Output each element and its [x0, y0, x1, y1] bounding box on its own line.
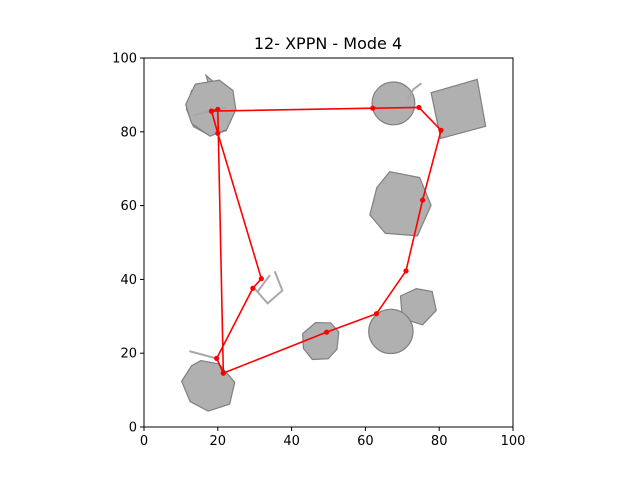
- path-layer: [208, 104, 444, 376]
- y-tick-label: 60: [120, 199, 137, 214]
- obstacle-segment: [189, 350, 219, 360]
- x-tick-label: 40: [283, 434, 300, 449]
- x-tick-label: 80: [431, 434, 448, 449]
- path-point: [250, 285, 256, 291]
- obstacles-layer: [180, 73, 487, 412]
- plot-area: [180, 73, 487, 412]
- obstacle-segment: [253, 271, 284, 305]
- obstacle-polygon: [185, 79, 237, 137]
- axes-frame: [143, 57, 514, 428]
- path-point: [220, 370, 226, 376]
- obstacle-polygon: [369, 170, 432, 237]
- path-line: [210, 106, 442, 374]
- x-tick-label: 60: [357, 434, 374, 449]
- y-axis: 0 20 40 60 80 100: [112, 52, 144, 436]
- path-point: [215, 106, 221, 112]
- y-tick-label: 40: [120, 273, 137, 288]
- path-point: [208, 108, 215, 114]
- path-point: [324, 329, 330, 335]
- y-tick-label: 80: [120, 125, 137, 140]
- obstacle-circle: [371, 81, 416, 126]
- obstacle-segment: [257, 274, 271, 292]
- y-tick-label: 20: [120, 347, 137, 362]
- path-point: [215, 130, 221, 136]
- path-point: [416, 104, 422, 111]
- y-tick-label: 0: [129, 421, 137, 436]
- path-point: [419, 197, 426, 203]
- path-point: [258, 276, 264, 282]
- obstacle-polygon: [180, 359, 236, 412]
- x-tick-label: 100: [501, 434, 526, 449]
- x-tick-label: 20: [210, 434, 227, 449]
- path-point: [214, 355, 220, 361]
- obstacle-polygon: [430, 78, 487, 140]
- chart-title: 12- XPPN - Mode 4: [254, 34, 402, 53]
- y-tick-label: 100: [112, 52, 137, 67]
- x-tick-label: 0: [140, 434, 148, 449]
- obstacle-circle: [368, 308, 414, 355]
- obstacle-polygon: [302, 321, 340, 361]
- path-point: [403, 268, 409, 274]
- path-point: [370, 105, 376, 111]
- path-point: [438, 127, 444, 133]
- x-axis: 0 20 40 60 80 100: [140, 427, 526, 449]
- path-point: [373, 311, 380, 317]
- obstacle-segment: [406, 82, 422, 100]
